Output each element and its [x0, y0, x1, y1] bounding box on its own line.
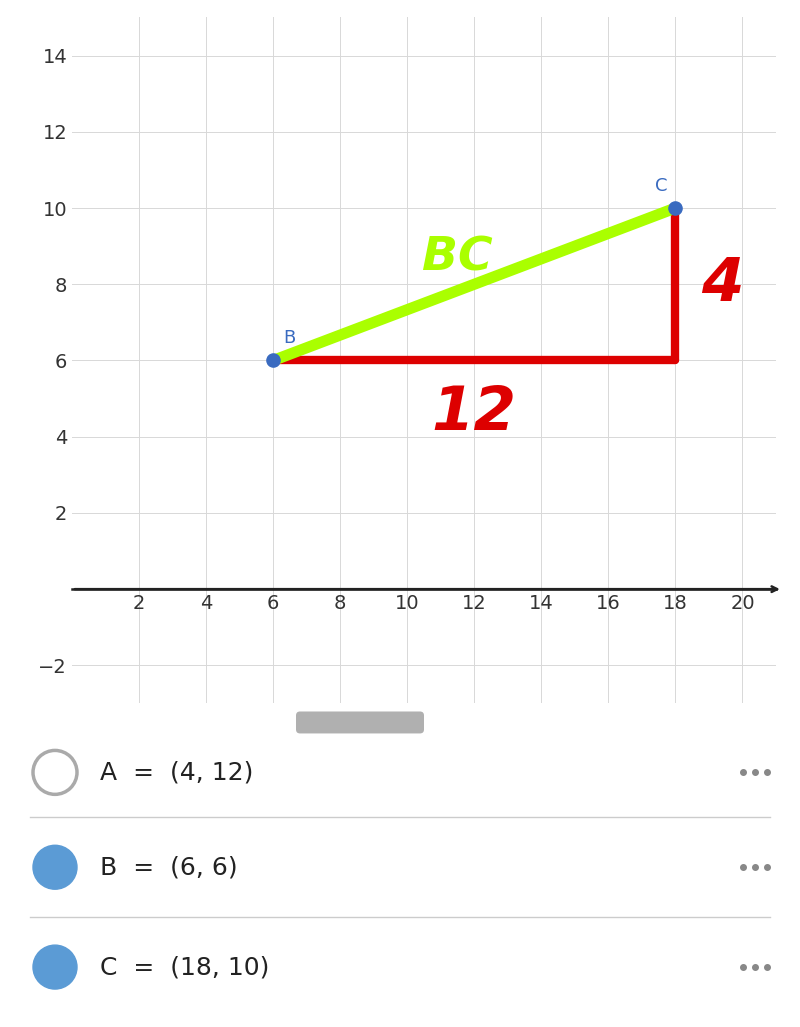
Circle shape — [33, 945, 77, 989]
Circle shape — [33, 845, 77, 889]
Text: BC: BC — [422, 235, 493, 280]
Text: 12: 12 — [432, 384, 517, 444]
Text: C  =  (18, 10): C = (18, 10) — [100, 955, 270, 979]
Text: A  =  (4, 12): A = (4, 12) — [100, 760, 254, 785]
Point — [266, 352, 279, 369]
FancyBboxPatch shape — [296, 712, 424, 733]
Text: B  =  (6, 6): B = (6, 6) — [100, 855, 238, 879]
Text: B: B — [283, 329, 295, 347]
Text: C: C — [655, 177, 668, 195]
Point — [669, 200, 682, 217]
Text: 4: 4 — [701, 255, 744, 314]
